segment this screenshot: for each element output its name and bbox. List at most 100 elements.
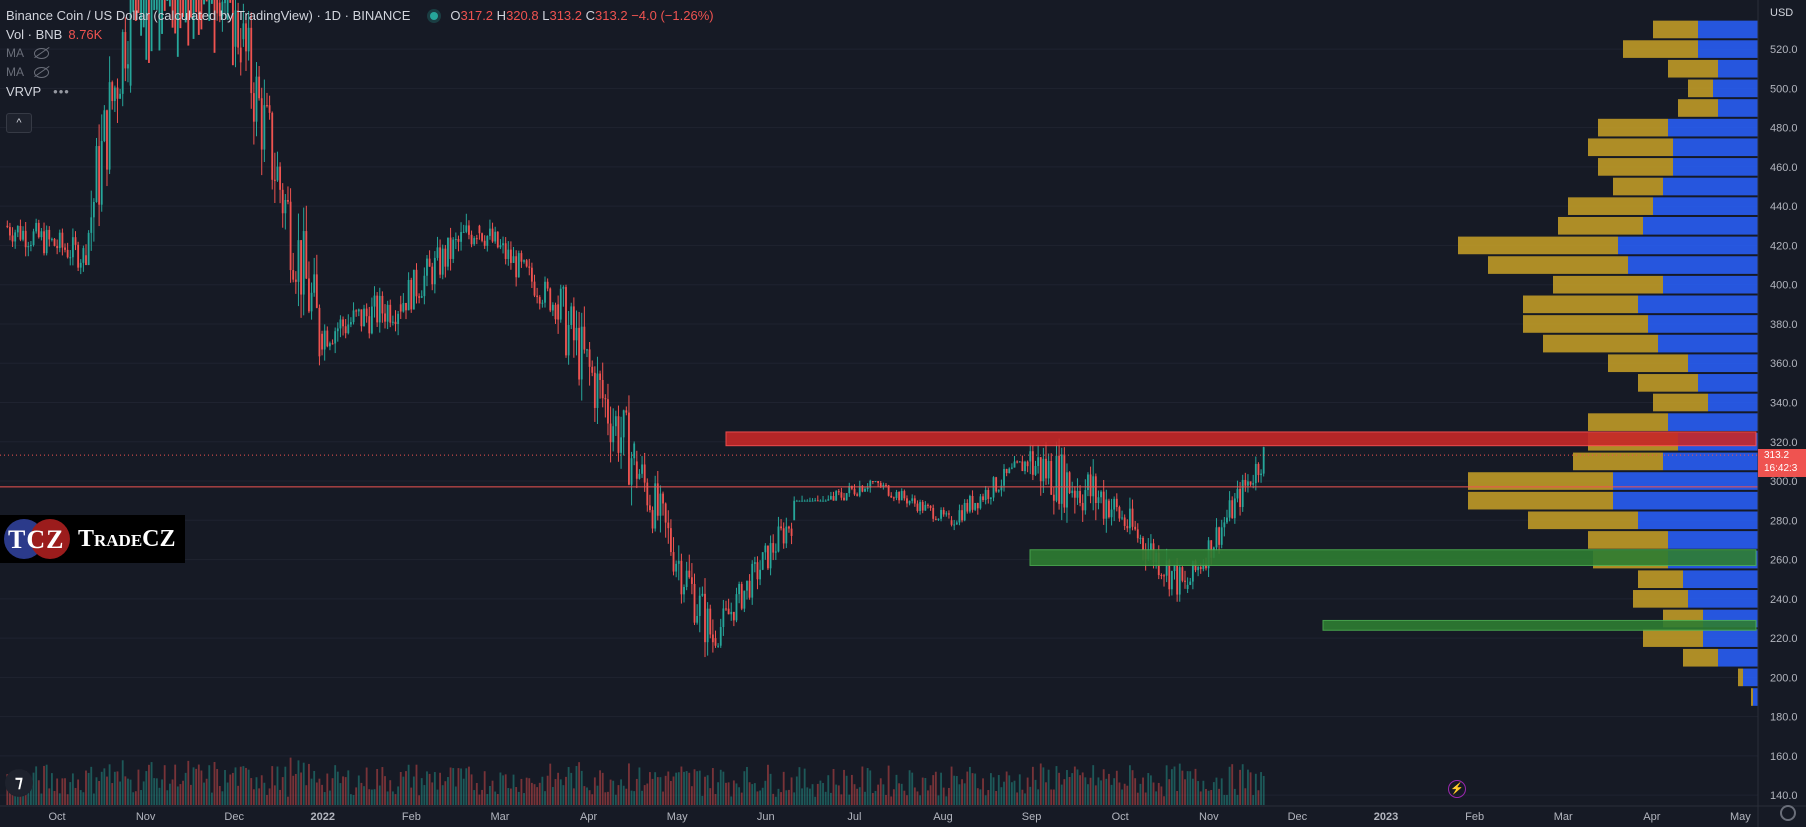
- volume-bar: [767, 764, 769, 805]
- volume-bar: [1178, 763, 1181, 805]
- flash-icon[interactable]: ⚡: [1448, 780, 1466, 798]
- tradingview-logo-icon[interactable]: ⁊: [5, 769, 33, 797]
- volume-bar: [239, 766, 242, 805]
- volume-bar: [1115, 770, 1118, 805]
- candle-body: [1136, 529, 1139, 539]
- volume-bar: [1215, 777, 1218, 805]
- candle-body: [704, 593, 706, 643]
- volume-bar: [667, 771, 670, 805]
- candle-body: [874, 481, 877, 483]
- vp-down-bar: [1523, 295, 1638, 314]
- candle-body: [210, 0, 213, 4]
- volume-bar: [300, 772, 302, 805]
- candle-body: [103, 110, 106, 142]
- time-tick-label: Nov: [1199, 811, 1219, 823]
- candle-body: [963, 502, 966, 521]
- price-tick-label: 360.0: [1770, 358, 1798, 370]
- candle-body: [989, 497, 992, 499]
- open-value: 317.2: [460, 8, 494, 23]
- volume-bar: [782, 771, 785, 805]
- volume-bar: [885, 794, 887, 805]
- volume-bar: [273, 785, 276, 805]
- volume-bar: [103, 768, 106, 805]
- volume-bar: [1147, 773, 1150, 805]
- volume-bar: [664, 775, 667, 805]
- more-icon[interactable]: •••: [53, 84, 70, 99]
- candle-body: [822, 500, 824, 502]
- candle-body: [942, 509, 945, 515]
- candle-body: [528, 266, 531, 268]
- volume-bar: [171, 779, 174, 805]
- tradecz-logo: TCZ TradeCZ: [0, 515, 185, 563]
- candle-body: [502, 243, 504, 246]
- volume-bar: [315, 782, 318, 805]
- ma-indicator-1[interactable]: MA: [6, 44, 714, 63]
- volume-bar: [95, 777, 98, 805]
- candle-body: [677, 560, 680, 564]
- candle-body: [318, 307, 321, 357]
- volume-bar: [106, 776, 108, 805]
- candle-body: [1226, 517, 1228, 523]
- resistance-zone: [725, 431, 1757, 447]
- volume-bar: [1207, 790, 1210, 805]
- volume-bar: [698, 770, 701, 805]
- volume-bar: [447, 777, 449, 805]
- candle-body: [1231, 500, 1234, 519]
- vp-up-bar: [1618, 236, 1758, 255]
- candle-body: [32, 231, 35, 245]
- candle-body: [913, 498, 916, 504]
- candle-body: [499, 245, 502, 248]
- candle-body: [292, 270, 295, 280]
- volume-indicator[interactable]: Vol · BNB 8.76K: [6, 25, 714, 44]
- volume-bar: [580, 770, 583, 805]
- candle-body: [6, 225, 9, 228]
- hidden-eye-icon[interactable]: [34, 48, 49, 59]
- volume-bar: [1016, 792, 1019, 805]
- volume-bar: [410, 787, 413, 805]
- volume-bar: [982, 778, 984, 805]
- logo-name: TradeCZ: [78, 526, 176, 552]
- bar-countdown: 16:42:3: [1764, 463, 1798, 474]
- ma-indicator-2[interactable]: MA: [6, 63, 714, 82]
- volume-bar: [649, 772, 651, 805]
- candle-body: [27, 246, 30, 248]
- candle-body: [932, 507, 935, 519]
- vrvp-indicator[interactable]: VRVP •••: [6, 82, 714, 101]
- hidden-eye-icon[interactable]: [34, 67, 49, 78]
- volume-bar: [759, 790, 762, 805]
- volume-bar: [774, 796, 777, 805]
- volume-bar: [638, 767, 641, 805]
- candle-body: [864, 488, 866, 492]
- candle-body: [150, 0, 153, 52]
- collapse-legend-button[interactable]: ^: [6, 113, 32, 133]
- volume-bar: [121, 760, 124, 805]
- volume-bar: [927, 790, 929, 805]
- vp-down-bar: [1598, 158, 1673, 176]
- volume-bar: [1236, 794, 1239, 805]
- vp-down-bar: [1638, 374, 1698, 392]
- candle-body: [378, 295, 381, 323]
- volume-bar: [113, 771, 116, 805]
- volume-bar: [352, 795, 355, 805]
- volume-bar: [245, 767, 247, 805]
- volume-bar: [809, 788, 811, 805]
- candle-body: [252, 93, 255, 122]
- candle-body: [620, 437, 622, 453]
- candle-body: [856, 494, 859, 496]
- candle-body: [321, 333, 323, 350]
- candle-body: [1126, 525, 1129, 529]
- volume-bar: [237, 785, 240, 805]
- symbol-title[interactable]: Binance Coin / US Dollar (calculated by …: [6, 8, 411, 23]
- volume-bar: [1079, 775, 1082, 805]
- volume-bar: [210, 792, 213, 805]
- gear-icon[interactable]: [1780, 805, 1796, 821]
- symbol-row[interactable]: Binance Coin / US Dollar (calculated by …: [6, 6, 714, 25]
- volume-bar: [365, 767, 368, 805]
- candle-body: [709, 608, 712, 635]
- volume-bar: [287, 796, 289, 805]
- volume-bar: [129, 779, 132, 805]
- candle-body: [1254, 463, 1257, 484]
- candle-body: [145, 0, 148, 60]
- price-tick-label: 420.0: [1770, 240, 1798, 252]
